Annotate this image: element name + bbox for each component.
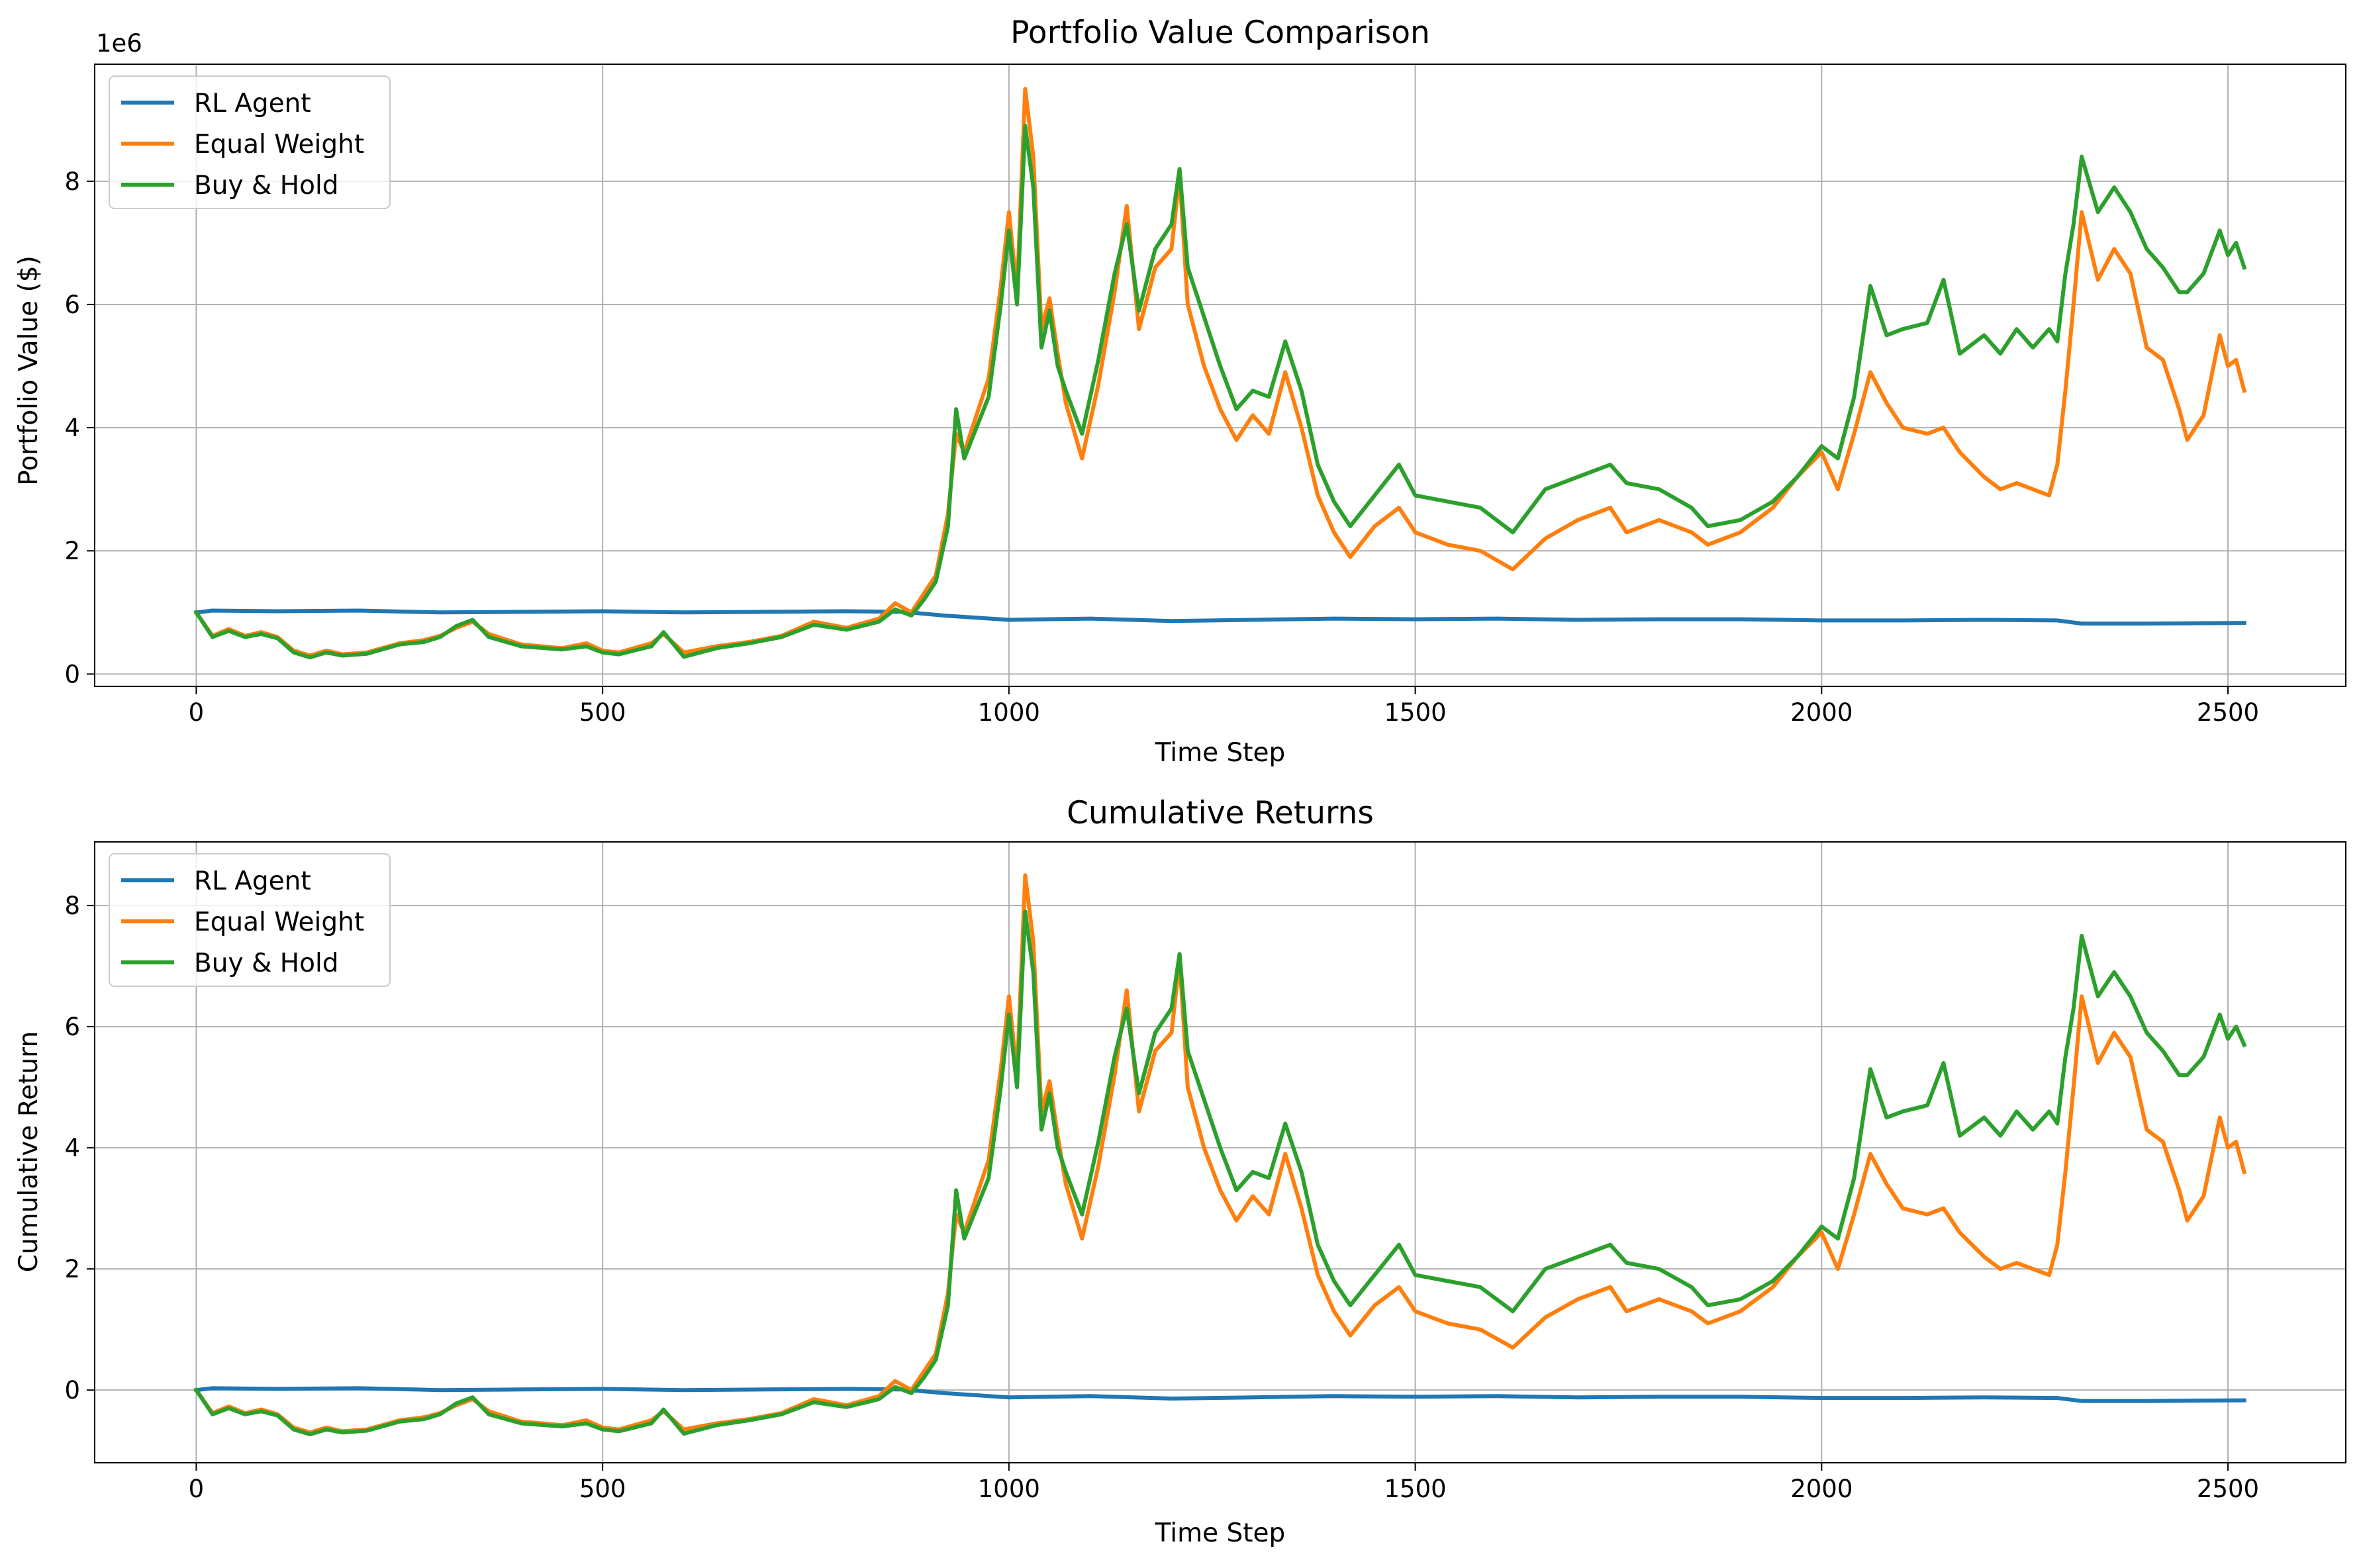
y-tick-label: 0 [64,1376,80,1405]
series-group [193,873,2247,1436]
x-tick-label: 2000 [1790,1475,1853,1503]
y-tick-label: 8 [64,892,80,920]
plot-area: 0 500 1000 1500 2000 2500 0 2 4 6 8 RL Agent Equal W… [64,841,2346,1503]
portfolio-value-chart: Portfolio Value Comparison 1e6 0 500 1000 1… [14,15,2346,768]
y-tick-label: 2 [64,1255,80,1283]
y-tick-label: 0 [64,660,80,688]
x-tick-label: 0 [189,1475,205,1503]
x-axis-label: Time Step [1155,1518,1286,1548]
series-line-buy-hold [193,124,2247,660]
y-axis-label: Portfolio Value ($) [14,255,44,486]
cumulative-returns-chart: Cumulative Returns 0 500 1000 1500 2000 25000… [14,795,2346,1548]
legend-label: Buy & Hold [194,948,339,978]
legend-label: RL Agent [194,866,311,896]
chart-title: Portfolio Value Comparison [1010,15,1430,51]
x-tick-label: 1500 [1384,1475,1446,1503]
y-axis-label: Cumulative Return [14,1031,44,1272]
legend-label: Buy & Hold [194,171,339,201]
legend-box [109,853,391,987]
y-tick-label: 6 [64,291,80,319]
y-tick-label: 2 [64,537,80,565]
x-tick-label: 1000 [978,698,1040,727]
legend-label: RL Agent [194,89,311,118]
legend-label: Equal Weight [194,130,364,160]
plot-area: 0 500 1000 1500 2000 2500 0 2 4 6 8 RL Agent Equal W… [64,64,2346,727]
x-tick-label: 500 [579,698,626,727]
x-tick-label: 2500 [2197,698,2259,727]
legend-box [109,75,391,209]
axes-frame [94,64,2346,687]
x-tick-label: 2000 [1790,698,1853,727]
x-axis-label: Time Step [1155,738,1286,768]
x-tick-label: 0 [189,698,205,727]
y-tick-label: 4 [64,1134,80,1162]
chart-title: Cumulative Returns [1067,795,1374,831]
y-offset-label: 1e6 [96,29,142,58]
x-tick-label: 500 [579,1475,626,1503]
series-group [193,87,2247,660]
y-tick-label: 8 [64,167,80,196]
x-tick-label: 1500 [1384,698,1446,727]
series-line-rl-agent [194,1386,2246,1403]
y-tick-label: 4 [64,414,80,442]
axes-frame [94,841,2346,1463]
series-line-buy-hold [193,909,2247,1436]
series-line-rl-agent [194,608,2246,626]
y-tick-label: 6 [64,1013,80,1041]
legend-label: Equal Weight [194,907,364,937]
x-tick-label: 2500 [2197,1475,2259,1503]
x-tick-label: 1000 [978,1475,1040,1503]
legend: RL Agent Equal Weight Buy & Hold [109,853,391,987]
legend: RL Agent Equal Weight Buy & Hold [109,75,391,209]
